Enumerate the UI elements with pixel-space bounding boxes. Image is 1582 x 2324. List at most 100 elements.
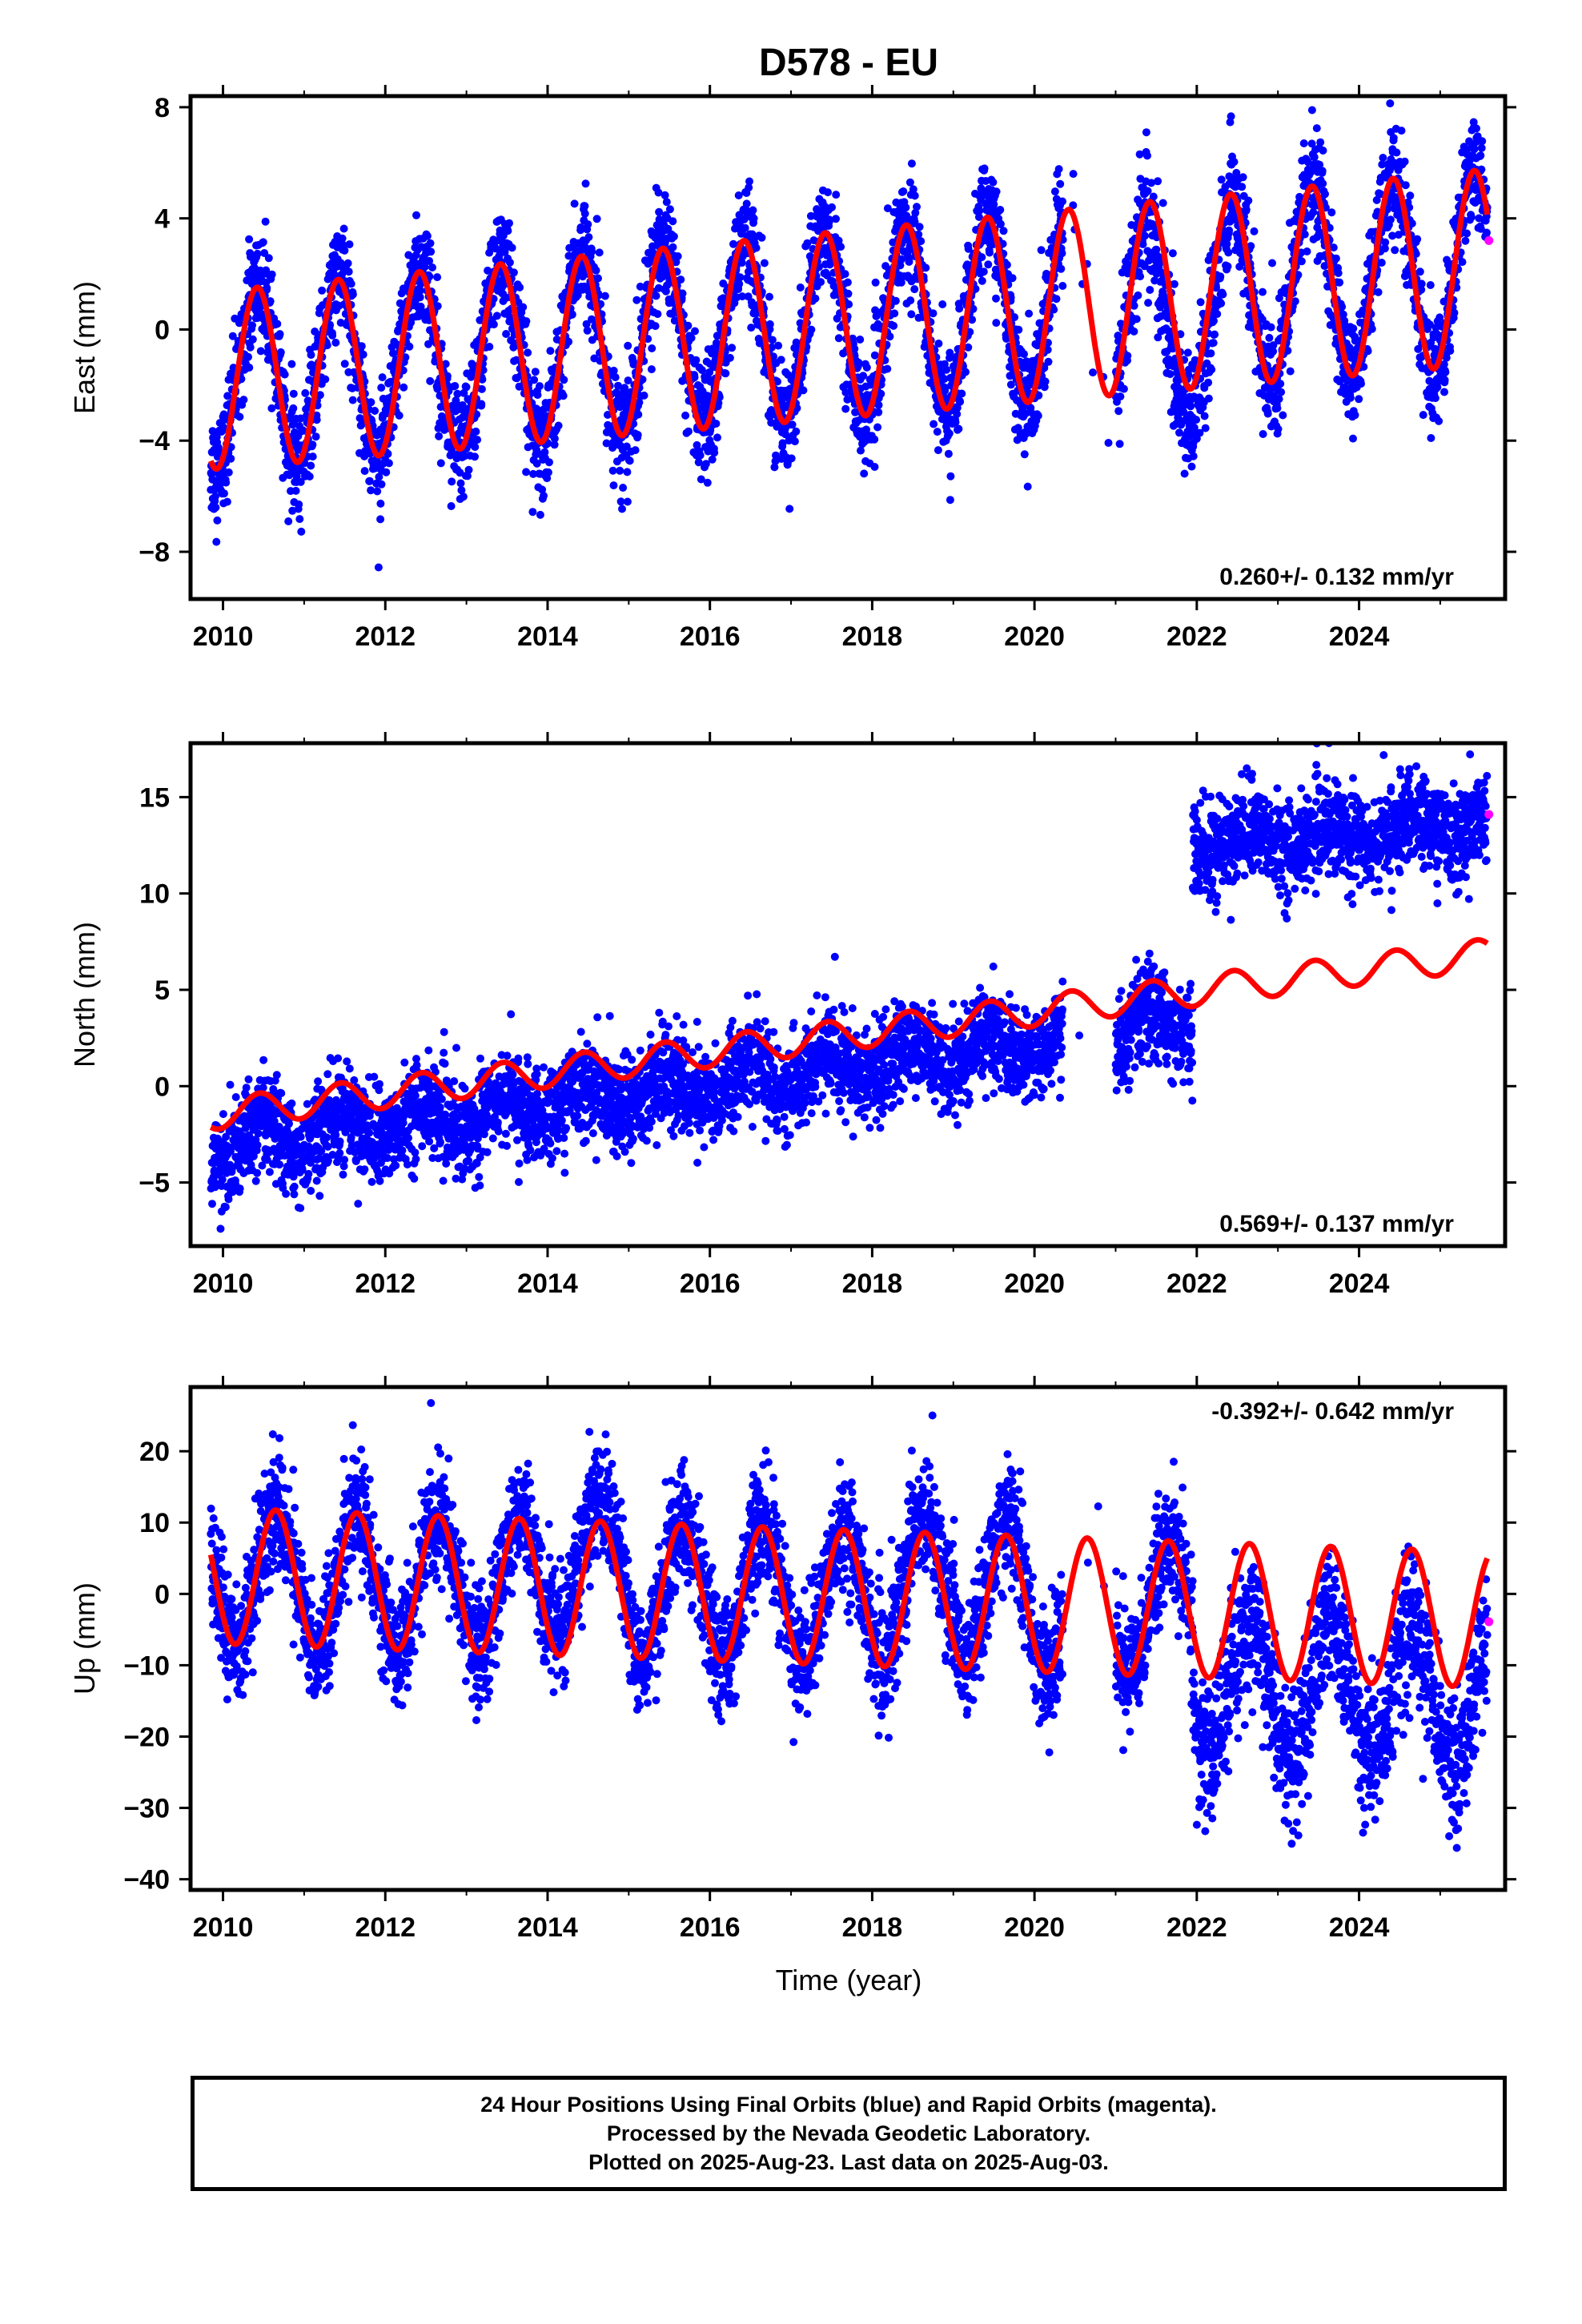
data-point xyxy=(376,515,385,524)
data-point xyxy=(212,537,221,546)
data-point xyxy=(296,477,305,486)
data-point xyxy=(1331,254,1340,263)
data-point xyxy=(770,463,779,472)
data-point xyxy=(1037,246,1046,255)
data-point xyxy=(554,421,563,430)
data-point xyxy=(938,300,947,308)
data-point xyxy=(267,404,276,412)
data-point xyxy=(1216,272,1225,281)
data-point xyxy=(752,243,761,252)
data-point xyxy=(915,223,924,231)
data-point xyxy=(856,336,865,344)
data-point xyxy=(1227,112,1235,121)
data-point xyxy=(624,376,632,385)
data-point xyxy=(1477,143,1486,152)
data-point xyxy=(1300,230,1309,239)
data-point xyxy=(219,1110,227,1119)
data-point xyxy=(1123,352,1132,360)
data-point xyxy=(564,337,573,346)
data-point xyxy=(248,321,256,330)
data-point xyxy=(275,330,284,339)
data-point xyxy=(870,435,879,444)
data-point xyxy=(749,206,757,215)
data-point xyxy=(420,263,429,271)
data-point xyxy=(1130,327,1138,336)
data-point xyxy=(1143,151,1151,160)
data-point xyxy=(1461,236,1470,245)
data-point xyxy=(1223,262,1232,271)
data-point xyxy=(788,420,797,429)
data-point xyxy=(305,472,314,480)
data-point xyxy=(787,454,796,463)
data-point xyxy=(934,446,942,455)
data-point xyxy=(616,497,625,506)
data-point xyxy=(580,209,589,218)
x-tick-label: 2016 xyxy=(680,621,741,652)
data-point xyxy=(540,492,548,500)
data-point xyxy=(343,259,352,267)
data-point xyxy=(448,477,456,486)
data-point xyxy=(1041,377,1050,386)
data-point xyxy=(1168,249,1177,258)
data-point xyxy=(870,351,879,360)
data-point xyxy=(1023,482,1032,491)
data-point xyxy=(502,330,511,338)
data-point xyxy=(1386,99,1395,108)
data-point xyxy=(1044,357,1053,366)
data-point xyxy=(340,360,349,368)
data-point xyxy=(433,273,442,282)
data-point xyxy=(1250,227,1259,235)
x-tick-label: 2014 xyxy=(517,621,578,652)
data-point xyxy=(825,215,833,224)
data-point xyxy=(1351,411,1359,420)
data-point xyxy=(1034,412,1042,420)
data-point xyxy=(267,270,276,279)
y-tick-label: 8 xyxy=(155,93,170,123)
data-point xyxy=(492,312,501,320)
data-point xyxy=(691,327,699,336)
data-point xyxy=(796,283,805,292)
data-point xyxy=(213,516,222,525)
data-point xyxy=(1274,424,1283,433)
data-point xyxy=(996,206,1005,214)
data-point xyxy=(218,1176,227,1184)
data-point xyxy=(745,183,753,192)
data-point xyxy=(623,497,632,506)
data-point xyxy=(248,335,257,344)
data-point xyxy=(460,388,468,397)
data-point xyxy=(522,317,531,326)
data-point xyxy=(256,347,265,356)
data-point xyxy=(749,214,758,223)
data-point xyxy=(456,468,464,477)
data-point xyxy=(934,340,943,348)
data-point xyxy=(992,319,1001,328)
data-point xyxy=(1192,416,1201,424)
data-point xyxy=(844,289,853,298)
data-point xyxy=(745,177,753,186)
data-point xyxy=(516,283,524,292)
data-point xyxy=(768,336,777,344)
data-point xyxy=(854,358,863,367)
data-point xyxy=(504,227,512,235)
data-point xyxy=(653,310,662,319)
data-point xyxy=(1391,246,1399,255)
data-point xyxy=(289,404,298,412)
data-point xyxy=(360,467,369,476)
data-point xyxy=(1114,407,1123,416)
data-point xyxy=(992,294,1000,303)
data-point xyxy=(1440,388,1448,396)
data-point xyxy=(1058,197,1066,206)
data-point xyxy=(426,376,435,385)
data-point xyxy=(907,310,916,319)
data-point xyxy=(677,275,685,284)
data-point xyxy=(625,456,634,465)
data-point xyxy=(405,342,414,351)
data-point xyxy=(388,349,397,358)
figure-title: D578 - EU xyxy=(759,42,938,84)
data-point xyxy=(669,243,677,251)
data-point xyxy=(1307,106,1316,115)
data-point xyxy=(942,365,951,374)
data-point xyxy=(1426,281,1435,289)
data-point xyxy=(428,263,436,271)
